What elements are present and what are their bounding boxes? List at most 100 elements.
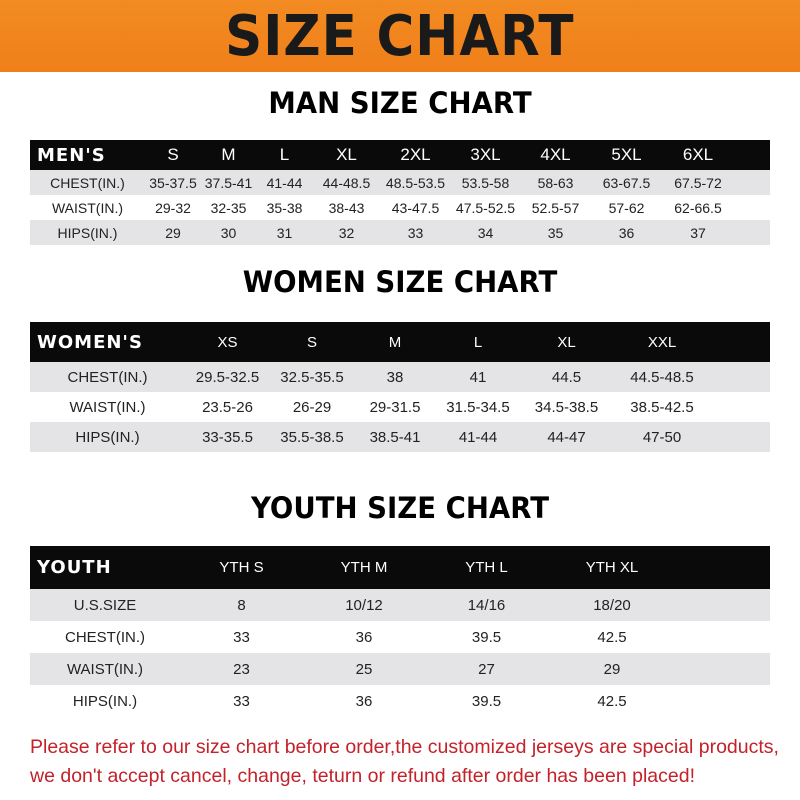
table-cell: 38 [386,368,404,386]
table-cell: 33-35.5 [202,428,253,446]
table-cell: 41 [469,368,487,386]
table-cell: 62-66.5 [674,199,722,216]
table-row: WAIST(IN.) 23 25 27 29 [30,653,770,685]
table-row: CHEST(IN.) 35-37.5 37.5-41 41-44 44-48.5 48.5… [30,170,770,195]
table-cell: 42.5 [597,628,627,646]
table-row: HIPS(IN.) 33-35.5 35.5-38.5 38.5-41 41-44 44-… [30,422,770,452]
table-cell: 36 [355,692,373,710]
table-row: WAIST(IN.) 23.5-26 26-29 29-31.5 31.5-34.5 34… [30,392,770,422]
table-cell: 29-32 [155,199,191,216]
table-cell: 53.5-58 [461,174,510,191]
size-column-header: YTH S [219,559,264,576]
size-column-header: 3XL [470,145,501,164]
order-note-line-1: Please refer to our size chart before or… [30,736,779,758]
table-cell: 38.5-42.5 [630,398,694,416]
size-chart-banner: SIZE CHART [0,0,800,72]
table-row: HIPS(IN.) 33 36 39.5 42.5 [30,685,770,717]
size-column-header: S [306,333,317,351]
row-label: HIPS(IN.) [75,428,140,446]
table-header-row: YOUTH YTH S YTH M YTH L YTH XL [30,546,770,589]
table-cell: 67.5-72 [674,174,722,191]
table-cell: 48.5-53.5 [385,174,446,191]
table-cell: 37.5-41 [204,174,253,191]
table-cell: 36 [355,628,373,646]
size-column-header: YTH XL [585,559,639,576]
table-header-row: WOMEN'S XS S M L XL XXL [30,322,770,362]
table-cell: 47.5-52.5 [455,199,516,216]
table-row: CHEST(IN.) 29.5-32.5 32.5-35.5 38 41 44.5 44.5… [30,362,770,392]
row-label: CHEST(IN.) [50,174,125,191]
table-cell: 33 [233,628,250,646]
size-column-header: 2XL [400,145,431,164]
row-label: WAIST(IN.) [51,199,124,216]
size-column-header: L [279,145,290,164]
table-cell: 58-63 [537,174,574,191]
row-label: WAIST(IN.) [69,398,146,416]
table-header-row: MEN'S S M L XL 2XL 3XL 4XL 5XL 6XL [30,140,770,170]
table-cell: 44.5-48.5 [630,368,694,386]
row-label: HIPS(IN.) [57,224,118,241]
table-row: WAIST(IN.) 29-32 32-35 35-38 38-43 43-47.5 47.… [30,195,770,220]
table-heading: MEN'S [37,144,106,166]
table-cell: 63-67.5 [602,174,651,191]
table-cell: 38.5-41 [369,428,421,446]
women-section-title: WOMEN SIZE CHART [242,265,558,299]
size-column-header: 4XL [540,145,571,164]
table-cell: 30 [220,224,237,241]
size-column-header: L [473,333,483,351]
table-cell: 41-44 [266,174,303,191]
women-size-table: WOMEN'S XS S M L XL XXL CHEST(IN.) 29.5-32.5 32.5… [30,322,770,452]
table-cell: 29 [165,224,181,241]
banner-title: SIZE CHART [225,3,575,69]
table-cell: 35 [547,224,564,241]
table-cell: 52.5-57 [531,199,580,216]
table-cell: 44-47 [547,428,586,446]
men-size-table: MEN'S S M L XL 2XL 3XL 4XL 5XL 6XL CHEST(IN.) 35-37… [30,140,770,245]
table-cell: 35.5-38.5 [280,428,344,446]
table-heading: YOUTH [37,557,112,578]
table-cell: 31 [276,224,293,241]
table-cell: 29 [603,660,621,678]
table-cell: 39.5 [471,628,502,646]
youth-size-table: YOUTH YTH S YTH M YTH L YTH XL U.S.SIZE 8 10/12… [30,546,770,717]
table-cell: 8 [237,596,246,614]
table-cell: 35-37.5 [149,174,197,191]
size-column-header: YTH M [340,559,388,576]
table-cell: 31.5-34.5 [446,398,510,416]
table-row: U.S.SIZE 8 10/12 14/16 18/20 [30,589,770,621]
table-heading: WOMEN'S [37,331,143,353]
table-cell: 14/16 [467,596,506,614]
size-column-header: YTH L [465,559,508,576]
size-column-header: M [221,145,236,164]
size-column-header: S [167,145,179,164]
table-cell: 39.5 [471,692,502,710]
row-label: WAIST(IN.) [66,660,144,678]
table-cell: 29-31.5 [369,398,421,416]
size-column-header: XXL [647,333,677,351]
row-label: CHEST(IN.) [65,628,145,646]
table-cell: 32-35 [210,199,247,216]
table-cell: 32 [338,224,355,241]
size-column-header: 5XL [611,145,642,164]
row-label: CHEST(IN.) [67,368,148,386]
size-column-header: M [388,333,402,351]
youth-section-title: YOUTH SIZE CHART [250,491,550,525]
table-cell: 43-47.5 [391,199,440,216]
table-cell: 42.5 [597,692,627,710]
table-cell: 27 [478,660,495,678]
row-label: U.S.SIZE [73,596,137,614]
men-section-title: MAN SIZE CHART [268,86,532,120]
table-row: CHEST(IN.) 33 36 39.5 42.5 [30,621,770,653]
table-cell: 35-38 [266,199,303,216]
table-cell: 23.5-26 [202,398,253,416]
table-cell: 34.5-38.5 [534,398,599,416]
table-cell: 23 [233,660,250,678]
table-cell: 10/12 [345,596,383,614]
table-cell: 36 [618,224,635,241]
table-cell: 44.5 [551,368,582,386]
table-cell: 57-62 [608,199,645,216]
table-cell: 47-50 [642,428,682,446]
table-cell: 29.5-32.5 [195,368,260,386]
table-cell: 38-43 [328,199,365,216]
size-column-header: 6XL [682,145,714,164]
